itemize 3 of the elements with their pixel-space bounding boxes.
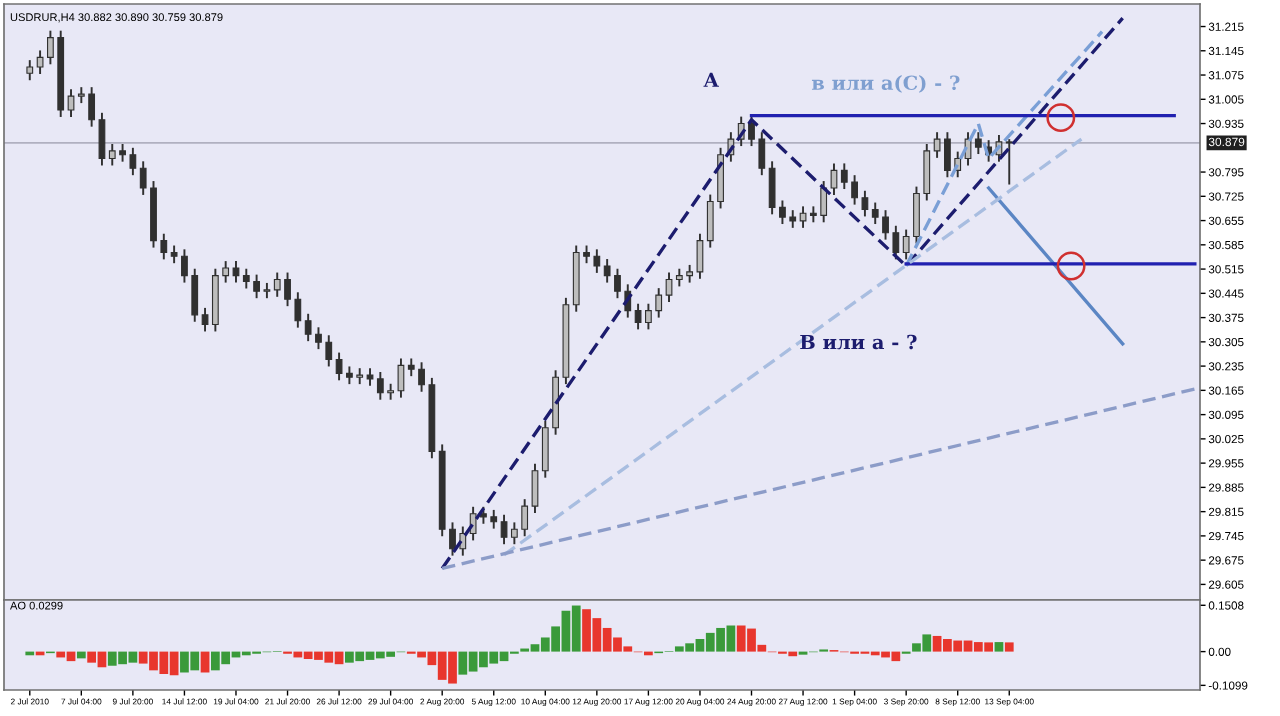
annotation: в или a(C) - ? — [811, 75, 960, 93]
annotation: A — [703, 72, 719, 87]
annotation: В или a - ? — [800, 334, 917, 350]
